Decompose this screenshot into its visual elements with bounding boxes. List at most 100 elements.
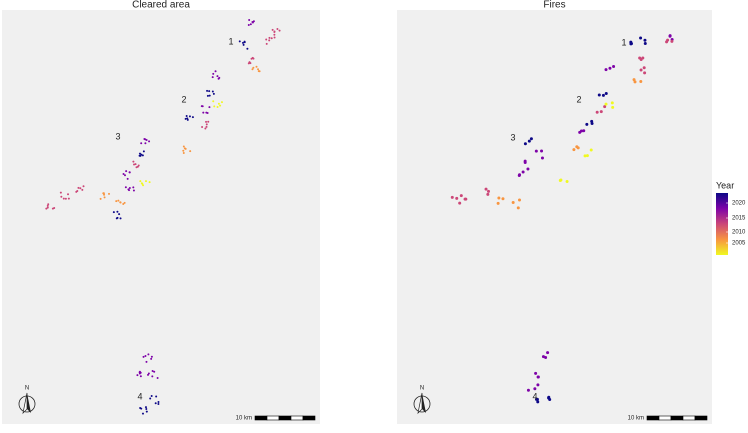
patch [257, 68, 260, 71]
patch [133, 163, 136, 166]
patch [205, 123, 208, 126]
scale-label: 10 km [628, 416, 644, 422]
patch [458, 201, 462, 205]
patch [212, 100, 215, 103]
patch [151, 370, 154, 373]
patch [610, 101, 614, 105]
patch [147, 353, 150, 356]
patch [116, 216, 119, 219]
scale-segment [682, 415, 696, 421]
patch [134, 163, 137, 166]
patch [151, 375, 154, 378]
patch [189, 150, 192, 153]
patch [145, 410, 148, 413]
patch [139, 375, 142, 378]
patch [45, 207, 48, 210]
patch [77, 186, 80, 189]
patch [464, 197, 468, 201]
scale-segment [646, 415, 660, 421]
patch [583, 154, 587, 158]
patch [126, 177, 129, 180]
patch [47, 203, 50, 206]
patch [639, 68, 643, 72]
legend-tick-label: 2015 [732, 216, 746, 222]
patch [643, 38, 647, 42]
patch [249, 62, 252, 65]
patch [248, 18, 251, 21]
patch [46, 204, 49, 207]
patch [217, 102, 220, 105]
patch [265, 38, 268, 41]
patch [268, 36, 271, 39]
patch [145, 407, 148, 410]
patch [144, 354, 147, 357]
patch [206, 94, 209, 97]
patch [536, 383, 540, 387]
patch [119, 217, 122, 220]
patch [79, 187, 82, 190]
patch [201, 126, 204, 129]
patch [112, 211, 115, 214]
patch [82, 185, 85, 188]
map-panel [2, 10, 320, 424]
patch [208, 94, 211, 97]
patch [124, 174, 127, 177]
panel-title: Fires [543, 0, 565, 11]
patch [496, 201, 500, 205]
patch [212, 92, 215, 95]
patch [585, 122, 589, 126]
patch [147, 373, 150, 376]
north-label: N [420, 386, 424, 392]
patch [125, 170, 128, 173]
patch [534, 149, 538, 153]
patch [102, 192, 105, 195]
patch [523, 159, 527, 163]
patch [182, 145, 185, 148]
legend-tick-label: 2020 [732, 201, 746, 207]
patch [122, 172, 125, 175]
site-label: 3 [510, 132, 515, 142]
patch [595, 110, 599, 114]
patch [270, 37, 273, 40]
patch [76, 190, 79, 193]
patch [252, 66, 255, 69]
patch [116, 210, 119, 213]
patch [64, 197, 67, 200]
patch [501, 197, 505, 201]
patch [604, 102, 608, 106]
site-label: 2 [181, 94, 186, 104]
patch [536, 400, 540, 404]
patch [149, 397, 152, 400]
patch [136, 374, 139, 377]
patch [455, 196, 459, 200]
patch [639, 57, 643, 61]
patch [142, 355, 145, 358]
patch [128, 189, 131, 192]
patch [182, 149, 185, 152]
scale-segment [302, 415, 316, 421]
patch [643, 71, 647, 75]
patch [211, 76, 214, 79]
patch [153, 370, 156, 373]
patch [206, 89, 209, 92]
patch [139, 180, 142, 183]
map-panel [397, 10, 712, 424]
patch [67, 197, 70, 200]
patch [526, 167, 530, 171]
patch [59, 191, 62, 194]
patch [579, 129, 583, 133]
patch [103, 196, 106, 199]
patch [204, 127, 207, 130]
site-label: 1 [228, 36, 233, 46]
panel-title: Cleared area [132, 0, 190, 11]
patch [589, 148, 593, 152]
patch [247, 24, 250, 27]
patch [642, 66, 646, 70]
legend-tick-label: 2005 [732, 241, 746, 247]
patch [136, 165, 139, 168]
patch [46, 206, 49, 209]
north-arrow [422, 393, 426, 413]
patch [278, 29, 281, 32]
patch [486, 189, 490, 193]
